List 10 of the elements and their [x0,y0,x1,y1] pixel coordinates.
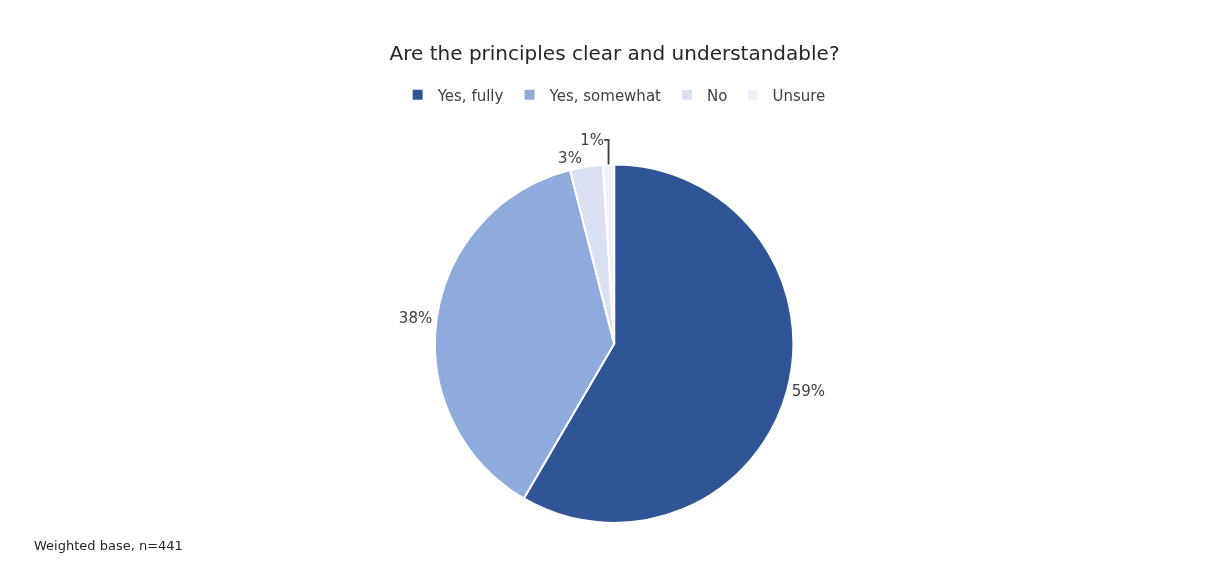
data-label: 1% [580,130,605,149]
data-label: 38% [398,309,433,328]
legend-label: Yes, somewhat [548,86,662,105]
data-label: 3% [558,148,582,167]
legend-label: Yes, fully [436,86,504,105]
data-label: 59% [791,382,825,401]
legend-label: No [707,86,728,105]
legend-label: Unsure [772,86,826,105]
text: Weighted base, n=441 [34,538,183,553]
chart-title: Are the principles clear and understandable? [389,41,840,65]
